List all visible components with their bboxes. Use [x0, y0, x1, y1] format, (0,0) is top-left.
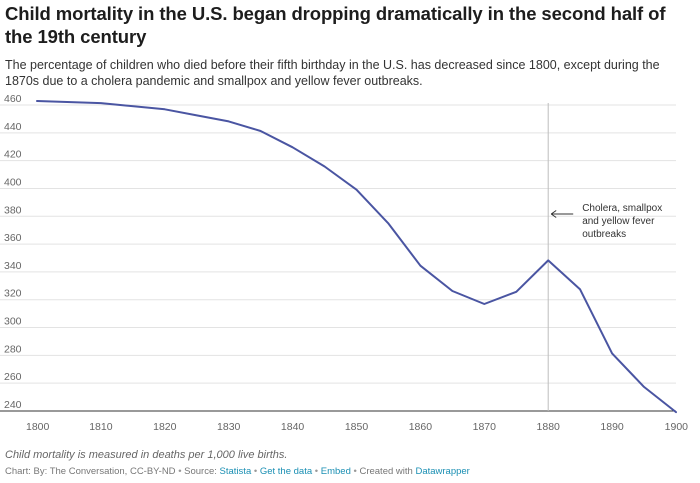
credit-chart-by: Chart: By: The Conversation, CC-BY-ND — [5, 466, 176, 477]
x-tick-label: 1800 — [26, 421, 50, 433]
y-tick-label: 260 — [4, 371, 22, 383]
x-tick-label: 1870 — [473, 421, 497, 433]
x-tick-label: 1900 — [665, 421, 689, 433]
credit-source-prefix: Source: — [184, 466, 217, 477]
x-tick-label: 1830 — [217, 421, 241, 433]
credit-separator: • — [178, 466, 182, 477]
x-tick-label: 1850 — [345, 421, 369, 433]
y-tick-label: 380 — [4, 204, 22, 216]
y-tick-label: 340 — [4, 260, 22, 272]
y-tick-label: 240 — [4, 399, 22, 411]
credit-separator: • — [314, 466, 319, 477]
x-tick-label: 1840 — [281, 421, 305, 433]
annotation-text-line: Cholera, smallpox — [582, 203, 662, 214]
get-data-link[interactable]: Get the data — [259, 466, 313, 477]
chart-note: Child mortality is measured in deaths pe… — [5, 449, 288, 461]
credit-separator: • — [253, 466, 258, 477]
embed-link[interactable]: Embed — [320, 466, 351, 477]
line-chart: 240 260 280 300 320 340 360 380 400 420 440 460 1800… — [0, 95, 689, 433]
y-tick-label: 460 — [4, 95, 22, 105]
y-tick-label: 360 — [4, 232, 22, 244]
x-tick-label: 1890 — [600, 421, 624, 433]
y-tick-label: 440 — [4, 121, 22, 133]
y-tick-label: 420 — [4, 149, 22, 161]
credit-created-with: Created with — [359, 466, 413, 477]
source-link[interactable]: Statista — [219, 466, 252, 477]
datawrapper-link[interactable]: Datawrapper — [415, 466, 470, 477]
y-tick-label: 280 — [4, 343, 22, 355]
annotation-text-line: outbreaks — [582, 229, 626, 240]
x-tick-label: 1860 — [409, 421, 433, 433]
annotation-text-line: and yellow fever — [582, 216, 655, 227]
annotation-arrowhead — [550, 210, 557, 218]
y-tick-label: 320 — [4, 288, 22, 300]
series-line — [36, 100, 677, 414]
chart-subtitle: The percentage of children who died befo… — [5, 58, 660, 88]
x-tick-label: 1810 — [89, 421, 113, 433]
chart-title: Child mortality in the U.S. began droppi… — [5, 3, 666, 47]
credit-separator: • — [353, 466, 357, 477]
y-tick-label: 400 — [4, 176, 22, 188]
x-tick-label: 1880 — [537, 421, 561, 433]
x-tick-label: 1820 — [153, 421, 177, 433]
y-tick-label: 300 — [4, 316, 22, 328]
chart-credits: Chart: By: The Conversation, CC-BY-ND • … — [5, 466, 470, 477]
